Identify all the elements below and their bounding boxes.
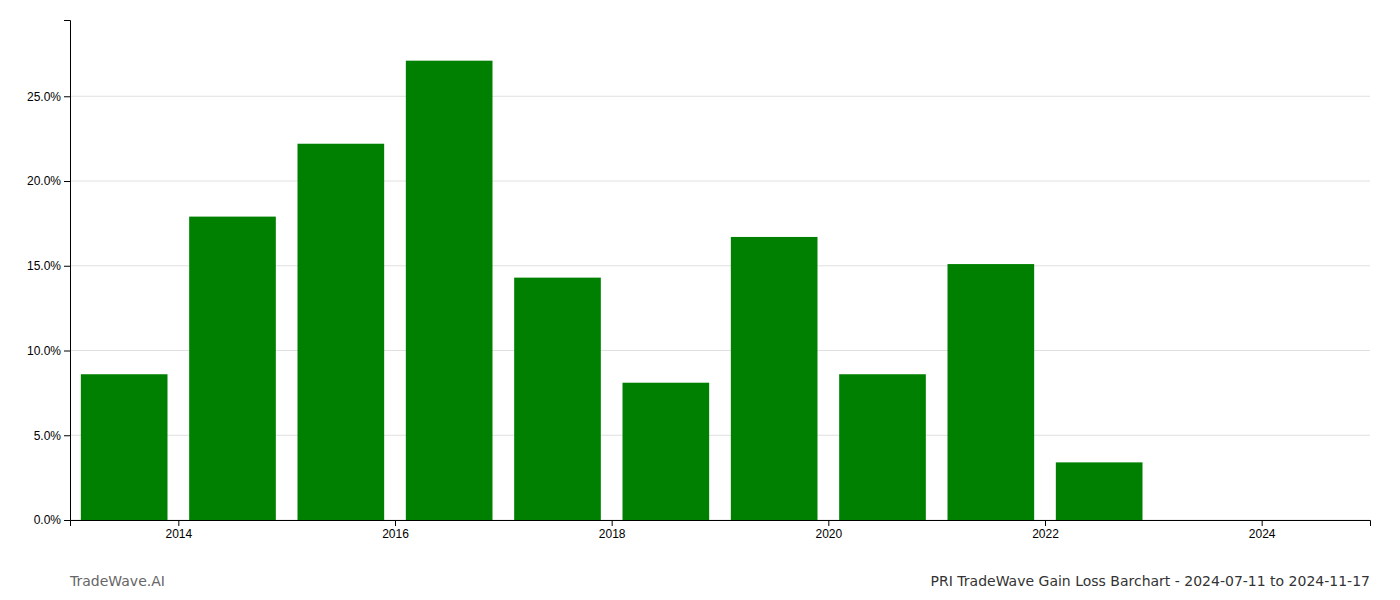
bars xyxy=(81,61,1143,520)
y-tick-mark xyxy=(64,266,70,267)
bar xyxy=(731,237,818,520)
chart: 2014 2016 2018 2020 2022 2024 0.0% 5.0% 10.0% 15.… xyxy=(0,0,1400,600)
y-tick-mark xyxy=(64,435,70,436)
x-axis-line xyxy=(71,521,1371,527)
y-tick-label: 0.0% xyxy=(34,513,62,527)
x-axis: 2014 2016 2018 2020 2022 2024 xyxy=(71,520,1371,541)
x-tick-label: 2018 xyxy=(599,527,626,541)
x-tick-label: 2020 xyxy=(815,527,842,541)
y-tick-mark xyxy=(64,181,70,182)
x-tick: 2020 xyxy=(815,520,842,541)
bar xyxy=(189,217,276,520)
x-tick-mark xyxy=(178,520,179,526)
title: PRI TradeWave Gain Loss Barchart - 2024-… xyxy=(931,573,1370,589)
y-tick: 15.0% xyxy=(27,259,70,273)
grid-line xyxy=(70,96,1370,97)
bar xyxy=(81,374,168,520)
bar xyxy=(514,278,601,520)
bar xyxy=(406,61,493,520)
y-tick-mark xyxy=(64,351,70,352)
x-tick-mark xyxy=(612,520,613,526)
bar xyxy=(948,264,1035,520)
x-tick-mark xyxy=(1262,520,1263,526)
bar xyxy=(623,383,710,520)
watermark: TradeWave.AI xyxy=(69,573,165,589)
grid xyxy=(70,96,1370,520)
x-tick: 2018 xyxy=(599,520,626,541)
bar xyxy=(839,374,926,520)
x-tick-label: 2024 xyxy=(1249,527,1276,541)
y-tick: 20.0% xyxy=(27,174,70,188)
x-tick: 2022 xyxy=(1032,520,1059,541)
x-tick-label: 2014 xyxy=(165,527,192,541)
x-tick-label: 2022 xyxy=(1032,527,1059,541)
y-tick-label: 25.0% xyxy=(27,90,61,104)
x-tick-mark xyxy=(1045,520,1046,526)
bar xyxy=(298,144,385,520)
y-tick-label: 10.0% xyxy=(27,344,61,358)
bar xyxy=(1056,462,1143,520)
y-tick-label: 5.0% xyxy=(34,429,62,443)
grid-line xyxy=(70,181,1370,182)
y-tick-label: 20.0% xyxy=(27,174,61,188)
x-tick-mark xyxy=(395,520,396,526)
y-tick-mark xyxy=(64,96,70,97)
x-tick: 2014 xyxy=(165,520,192,541)
plot: 2014 2016 2018 2020 2022 2024 0.0% 5.0% 10.0% 15.… xyxy=(27,21,1371,541)
bar xyxy=(1164,520,1251,521)
x-tick-mark xyxy=(828,520,829,526)
y-tick-label: 15.0% xyxy=(27,259,61,273)
y-tick: 25.0% xyxy=(27,90,70,104)
y-tick: 10.0% xyxy=(27,344,70,358)
y-axis-line xyxy=(64,21,71,521)
y-axis: 0.0% 5.0% 10.0% 15.0% 20.0% 25.0% xyxy=(27,21,71,528)
y-tick: 0.0% xyxy=(34,513,70,527)
x-tick: 2024 xyxy=(1249,520,1276,541)
x-tick-label: 2016 xyxy=(382,527,409,541)
y-tick: 5.0% xyxy=(34,429,70,443)
y-tick-mark xyxy=(64,520,70,521)
x-tick: 2016 xyxy=(382,520,409,541)
